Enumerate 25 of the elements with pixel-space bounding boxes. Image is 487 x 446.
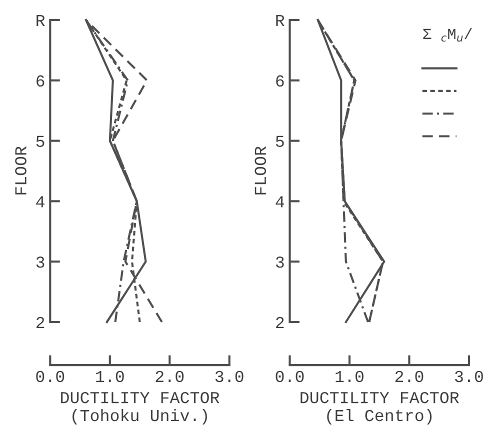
x-tick-label: 2.0 xyxy=(395,370,424,382)
y-tick-label: 4 xyxy=(276,196,284,208)
y-tick-label: 6 xyxy=(36,75,44,87)
y-axis-title: FLOOR xyxy=(15,146,26,194)
y-tick-label: 3 xyxy=(276,256,284,268)
y-tick-label: 4 xyxy=(36,196,44,208)
x-tick-label: 2.0 xyxy=(156,370,184,382)
y-tick-label: 6 xyxy=(276,75,284,87)
legend-title: Σ $_{c}$M$_{u}$/ xyxy=(423,28,472,42)
y-tick-label: 5 xyxy=(276,136,284,148)
y-tick-label: 5 xyxy=(36,136,44,148)
y-tick-label: 3 xyxy=(36,256,44,268)
x-tick-label: 0.0 xyxy=(276,370,304,382)
y-tick-label: 2 xyxy=(36,316,44,328)
x-tick-label: 1.0 xyxy=(96,370,124,382)
x-tick-label: 3.0 xyxy=(455,370,483,382)
x-tick-label: 3.0 xyxy=(215,370,244,382)
x-axis-title: DUCTILITY FACTOR (El Centro) xyxy=(300,392,459,424)
y-tick-label: 2 xyxy=(276,316,284,328)
x-tick-label: 1.0 xyxy=(336,370,364,382)
y-tick-label: R xyxy=(36,15,45,26)
y-axis-title: FLOOR xyxy=(254,146,266,194)
x-tick-label: 0.0 xyxy=(36,370,64,382)
x-axis-title: DUCTILITY FACTOR (Tohoku Univ.) xyxy=(61,392,220,424)
y-tick-label: R xyxy=(276,15,284,26)
